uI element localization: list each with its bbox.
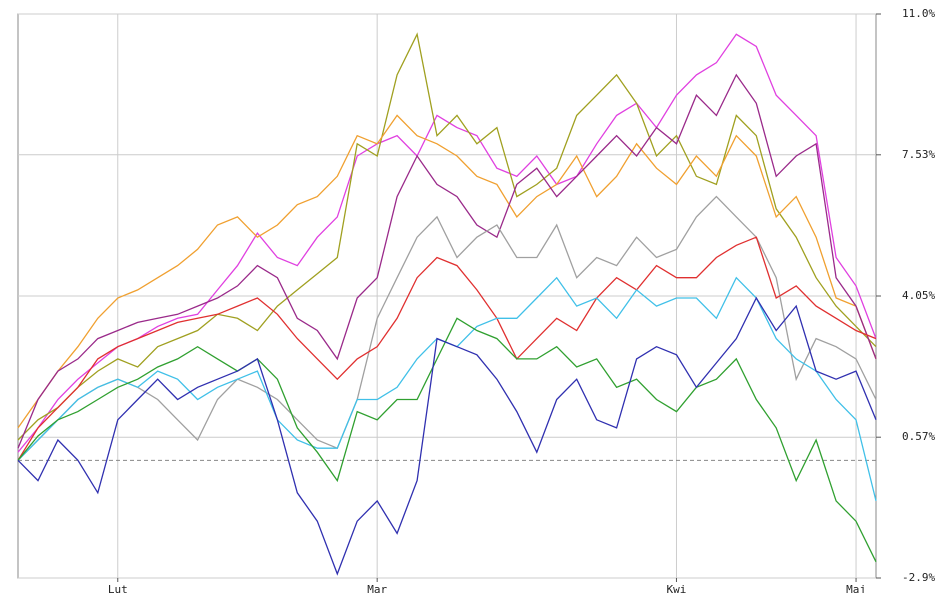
x-tick-label: Lut <box>108 583 128 593</box>
series-line <box>17 195 877 461</box>
x-tick-label: Mar <box>367 583 387 593</box>
series-line <box>17 236 877 461</box>
series-line <box>17 114 877 429</box>
y-tick-label: 4.05% <box>902 289 935 302</box>
y-tick-label: 7.53% <box>902 148 935 161</box>
y-tick-label: 0.57% <box>902 430 935 443</box>
series-line <box>17 32 877 441</box>
y-tick-label: -2.9% <box>902 571 935 584</box>
series-line <box>17 296 877 576</box>
x-tick-label: Kwi <box>667 583 687 593</box>
y-tick-label: 11.0% <box>902 7 935 20</box>
series-line <box>17 73 877 449</box>
series-line <box>17 317 877 563</box>
series-line <box>17 33 877 453</box>
x-tick-label: Maj <box>846 583 866 593</box>
